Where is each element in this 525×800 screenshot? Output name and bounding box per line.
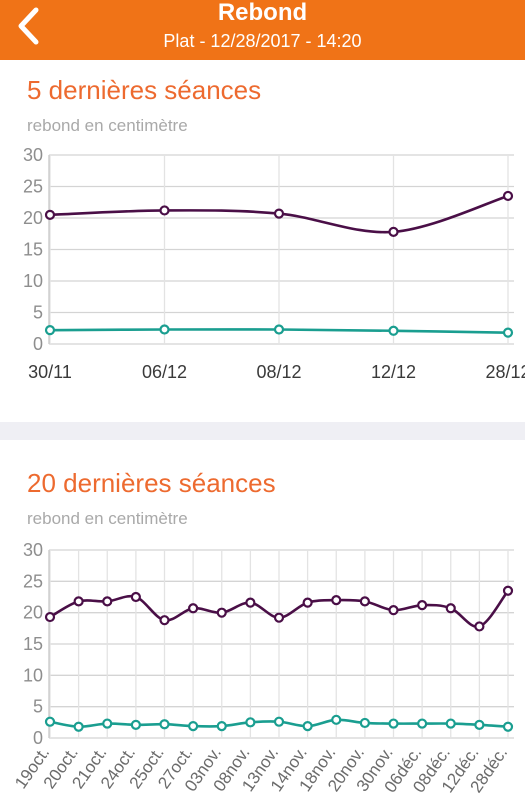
- y-tick-label: 5: [33, 697, 43, 717]
- chart-card-last-20: 20 dernières séances rebond en centimètr…: [0, 440, 525, 800]
- y-tick-label: 15: [23, 240, 43, 260]
- data-point: [502, 721, 514, 732]
- data-point: [245, 717, 256, 728]
- data-point: [359, 717, 370, 729]
- y-tick-label: 25: [23, 571, 43, 591]
- x-tick-label: 12/12: [371, 362, 416, 382]
- data-point: [388, 718, 399, 729]
- data-point: [159, 719, 170, 730]
- data-point: [474, 621, 485, 632]
- data-point: [273, 612, 285, 623]
- data-point: [44, 611, 56, 623]
- data-point: [388, 605, 399, 616]
- chart-card-last-5: 5 dernières séances rebond en centimètre: [0, 60, 525, 422]
- y-tick-label: 20: [23, 603, 43, 623]
- data-point: [502, 585, 514, 596]
- y-tick-label: 5: [33, 303, 43, 323]
- section-separator: [0, 422, 525, 440]
- back-button[interactable]: [6, 4, 50, 48]
- x-tick-label: 28/12: [485, 362, 525, 382]
- y-tick-label: 0: [33, 728, 43, 748]
- data-point: [331, 714, 342, 725]
- y-tick-label: 10: [23, 271, 43, 291]
- y-tick-label: 25: [23, 177, 43, 197]
- data-point: [417, 718, 428, 729]
- data-point: [502, 327, 514, 338]
- data-point: [474, 719, 485, 730]
- data-point: [44, 209, 56, 220]
- data-point: [102, 718, 113, 729]
- data-point: [73, 721, 84, 732]
- chart-subtitle: rebond en centimètre: [27, 509, 188, 528]
- y-tick-label: 30: [23, 145, 43, 165]
- data-point: [44, 716, 56, 727]
- data-point: [388, 325, 399, 336]
- data-point: [188, 720, 199, 732]
- data-point: [417, 600, 428, 611]
- data-point: [130, 591, 141, 603]
- x-tick-label: 30/11: [28, 362, 72, 382]
- page-subtitle: Plat - 12/28/2017 - 14:20: [163, 31, 362, 51]
- chart-subtitle: rebond en centimètre: [27, 116, 188, 135]
- data-point: [216, 607, 227, 618]
- page-title: Rebond: [217, 0, 308, 26]
- y-tick-label: 20: [23, 208, 43, 228]
- y-tick-label: 10: [23, 665, 43, 685]
- data-point: [502, 190, 514, 202]
- data-point: [216, 720, 227, 732]
- data-point: [331, 595, 342, 606]
- data-point: [273, 716, 285, 727]
- data-point: [302, 597, 313, 608]
- y-tick-label: 30: [23, 540, 43, 560]
- data-point: [159, 205, 170, 216]
- chart-title: 5 dernières séances: [27, 75, 262, 105]
- data-point: [388, 226, 399, 237]
- chevron-left-icon: [18, 7, 39, 45]
- y-tick-label: 0: [33, 334, 43, 354]
- data-point: [359, 596, 370, 607]
- data-point: [188, 603, 199, 614]
- app-header: Rebond Plat - 12/28/2017 - 14:20: [0, 0, 525, 60]
- data-point: [445, 718, 456, 729]
- y-tick-label: 15: [23, 634, 43, 654]
- data-point: [273, 208, 285, 219]
- x-tick-label: 06/12: [142, 362, 187, 382]
- data-point: [445, 603, 456, 614]
- data-point: [73, 596, 84, 607]
- data-point: [159, 324, 170, 335]
- data-point: [302, 720, 313, 732]
- chart-title: 20 dernières séances: [27, 468, 276, 498]
- x-tick-label: 08/12: [256, 362, 301, 382]
- data-point: [102, 596, 113, 607]
- data-point: [273, 324, 285, 335]
- data-point: [44, 325, 56, 336]
- data-point: [245, 597, 256, 608]
- data-point: [159, 615, 170, 626]
- data-point: [130, 719, 141, 730]
